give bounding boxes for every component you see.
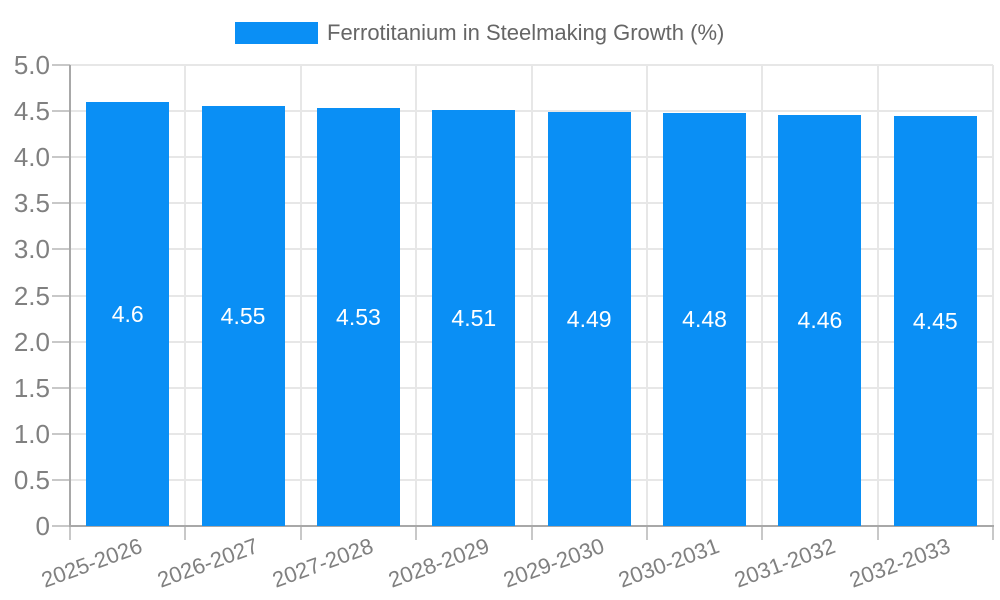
x-tick-label: 2028-2029 [384, 533, 493, 593]
x-tick [992, 526, 994, 540]
bar [316, 108, 400, 526]
y-tick [52, 340, 70, 343]
bar-value-label: 4.45 [912, 307, 958, 334]
x-gridline [876, 65, 879, 526]
x-tick [530, 526, 533, 540]
y-tick-label: 1.5 [13, 372, 50, 403]
bar [893, 115, 977, 526]
x-tick-label: 2031-2032 [730, 533, 839, 593]
x-tick-label: 2025-2026 [38, 533, 146, 593]
bar-value-label: 4.49 [566, 306, 612, 332]
y-tick-label: 0.5 [13, 464, 50, 495]
x-axis-line [69, 525, 994, 527]
x-gridline [761, 65, 764, 526]
x-tick [299, 526, 302, 540]
legend-swatch-icon [235, 22, 318, 44]
x-tick [415, 526, 418, 540]
y-tick-label: 5.0 [13, 50, 50, 80]
y-tick-label: 3.0 [13, 234, 50, 265]
y-tick [52, 156, 70, 159]
y-tick-label: 2.0 [13, 326, 50, 357]
y-tick-label: 3.5 [13, 188, 50, 219]
bar [547, 112, 631, 526]
bar [86, 101, 170, 526]
x-gridline [184, 65, 187, 526]
x-tick-label: 2029-2030 [499, 533, 608, 593]
x-tick [184, 526, 187, 540]
x-gridline [530, 65, 533, 526]
y-tick [52, 478, 70, 481]
bar [432, 110, 516, 526]
bar-value-label: 4.6 [111, 300, 144, 327]
bar-value-label: 4.48 [682, 306, 727, 333]
x-tick [645, 526, 648, 540]
x-gridline [415, 65, 418, 526]
bar [663, 112, 747, 526]
y-tick-label: 4.5 [13, 96, 50, 127]
x-tick-label: 2027-2028 [269, 533, 377, 593]
x-tick [876, 526, 879, 540]
y-tick [52, 110, 70, 113]
y-tick [52, 202, 70, 205]
y-tick [52, 525, 70, 527]
y-tick-label: 1.0 [13, 418, 50, 449]
y-tick [52, 294, 70, 297]
bar-value-label: 4.51 [451, 305, 497, 332]
y-tick [52, 64, 70, 66]
x-tick-label: 2030-2031 [615, 533, 723, 593]
y-tick [52, 248, 70, 251]
bar-value-label: 4.46 [797, 307, 843, 334]
bar-value-label: 4.55 [220, 303, 266, 330]
chart-legend[interactable]: Ferrotitanium in Steelmaking Growth (%) [235, 22, 724, 44]
y-tick [52, 432, 70, 435]
y-tick-label: 2.5 [13, 280, 50, 311]
x-tick-label: 2032-2033 [846, 533, 954, 593]
legend-label: Ferrotitanium in Steelmaking Growth (%) [327, 20, 725, 45]
x-gridline [645, 65, 648, 526]
x-tick [761, 526, 764, 540]
x-tick-label: 2026-2027 [153, 533, 262, 593]
y-axis-line [69, 65, 71, 526]
y-tick-label: 0 [35, 511, 50, 541]
y-tick [52, 386, 70, 389]
x-gridline [299, 65, 302, 526]
bar-value-label: 4.53 [336, 304, 381, 331]
x-tick [69, 526, 71, 540]
bar [778, 114, 862, 526]
bar [201, 106, 285, 526]
x-gridline [992, 65, 994, 526]
y-tick-label: 4.0 [13, 142, 50, 173]
